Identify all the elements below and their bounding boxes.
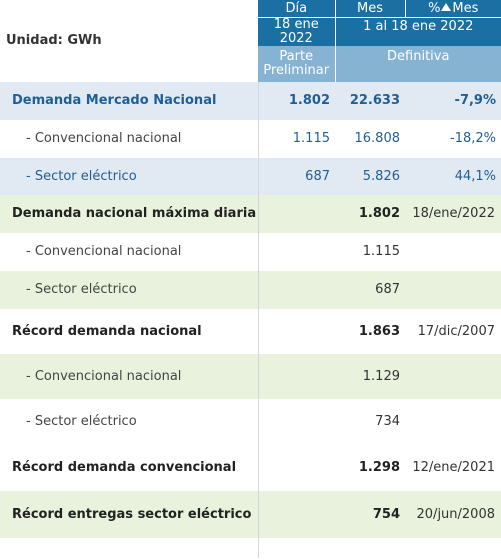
row-mes-value: 1.802: [335, 194, 405, 233]
row-label: - Sector eléctrico: [0, 270, 258, 309]
table-row: - Sector eléctrico 687 5.826 44,1%: [0, 157, 501, 195]
table-row: Récord entregas sector eléctrico 754 20/…: [0, 490, 501, 538]
header-dia-date-line2: 2022: [279, 30, 313, 46]
header-pct-prefix: %: [428, 0, 441, 16]
row-label: Récord entregas sector eléctrico: [0, 490, 258, 538]
row-pct-value: 44,1%: [405, 157, 501, 195]
row-mes-value: 1.863: [335, 308, 405, 354]
row-date-value: 12/ene/2021: [405, 444, 501, 491]
header-dia-date-line1: 18 ene: [273, 16, 319, 32]
row-date-value: 17/dic/2007: [405, 308, 501, 354]
row-label: - Sector eléctrico: [0, 398, 258, 445]
header-dia: Día: [258, 0, 335, 17]
row-label: Demanda Mercado Nacional: [0, 81, 258, 120]
row-mes-value: 16.808: [335, 119, 405, 158]
table-row: Récord demanda nacional 1.863 17/dic/200…: [0, 308, 501, 354]
header-pct-mes: % Mes: [404, 0, 501, 17]
row-date-value: [405, 353, 501, 399]
row-dia-value: [257, 444, 335, 491]
table-row: Demanda Mercado Nacional 1.802 22.633 -7…: [0, 81, 501, 120]
row-mes-value: 1.129: [335, 353, 405, 399]
row-label: Demanda nacional máxima diaria: [0, 194, 258, 233]
header-mes-range: 1 al 18 ene 2022: [334, 16, 501, 46]
row-label: - Convencional nacional: [0, 353, 258, 399]
triangle-up-icon: [441, 2, 452, 11]
row-mes-value: 754: [335, 490, 405, 538]
row-dia-value: 1.802: [257, 81, 335, 120]
row-dia-value: [257, 194, 335, 233]
row-label: Récord demanda convencional: [0, 444, 258, 491]
row-date-value: [405, 398, 501, 445]
row-date-value: [405, 232, 501, 271]
table-row: - Convencional nacional 1.115 16.808 -18…: [0, 119, 501, 158]
header-pct-suffix: Mes: [452, 0, 479, 16]
row-dia-value: [257, 270, 335, 309]
row-dia-value: [257, 353, 335, 399]
table-row-spacer: [0, 537, 501, 558]
header-dia-status: Parte Preliminar: [258, 45, 335, 82]
row-date-value: [405, 270, 501, 309]
table-row: - Convencional nacional 1.129: [0, 353, 501, 399]
row-pct-value: -7,9%: [405, 81, 501, 120]
row-date-value: 20/jun/2008: [405, 490, 501, 538]
row-dia-value: [257, 232, 335, 271]
header-mes-status: Definitiva: [334, 45, 501, 82]
row-label: - Convencional nacional: [0, 232, 258, 271]
row-dia-value: [257, 490, 335, 538]
row-mes-value: 22.633: [335, 81, 405, 120]
header-dia-date: 18 ene 2022: [258, 16, 335, 46]
table-row: - Sector eléctrico 734: [0, 398, 501, 445]
row-dia-value: 687: [257, 157, 335, 195]
table-row: - Sector eléctrico 687: [0, 270, 501, 309]
row-label: - Sector eléctrico: [0, 157, 258, 195]
unit-label: Unidad: GWh: [6, 33, 102, 49]
table-row: - Convencional nacional 1.115: [0, 232, 501, 271]
header-mes: Mes: [334, 0, 405, 17]
table-row: Récord demanda convencional 1.298 12/ene…: [0, 444, 501, 491]
row-mes-value: 734: [335, 398, 405, 445]
row-pct-value: -18,2%: [405, 119, 501, 158]
row-mes-value: 687: [335, 270, 405, 309]
row-mes-value: 1.115: [335, 232, 405, 271]
row-label: Récord demanda nacional: [0, 308, 258, 354]
row-date-value: 18/ene/2022: [405, 194, 501, 233]
row-label: - Convencional nacional: [0, 119, 258, 158]
row-dia-value: [257, 398, 335, 445]
row-dia-value: [257, 308, 335, 354]
row-dia-value: 1.115: [257, 119, 335, 158]
table-row: Demanda nacional máxima diaria 1.802 18/…: [0, 194, 501, 233]
row-mes-value: 1.298: [335, 444, 405, 491]
row-mes-value: 5.826: [335, 157, 405, 195]
header-dia-status-line2: Preliminar: [263, 62, 330, 78]
header-dia-status-line1: Parte: [279, 48, 314, 64]
